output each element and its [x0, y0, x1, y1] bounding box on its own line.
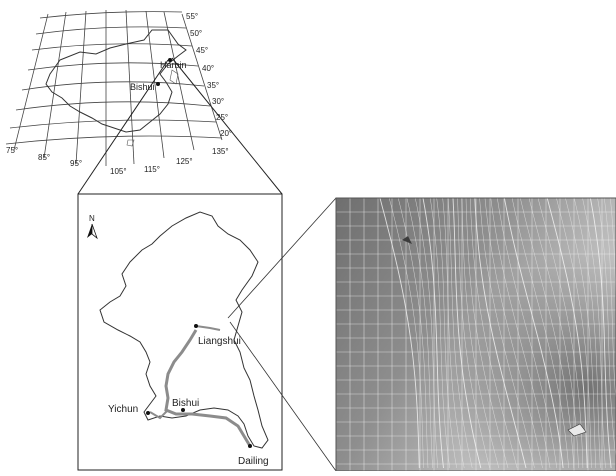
contour-line [610, 198, 616, 314]
contour-line [490, 198, 551, 469]
overview-place-harbin: Harbin [160, 60, 187, 70]
contour-line [537, 198, 584, 469]
lon-label-85: 85° [38, 153, 50, 162]
terrain-grid [336, 198, 616, 471]
lon-label-75: 75° [6, 146, 18, 155]
lon-label-125: 125° [176, 157, 193, 166]
contour-lines [379, 198, 616, 469]
contour-line [408, 198, 439, 469]
connector-regional-bottom [229, 321, 337, 472]
regional-map: N Liangshui Bishui Yichun Dailing [77, 193, 283, 471]
contour-line [589, 198, 612, 469]
river-west [149, 409, 169, 420]
korea-outline [169, 69, 179, 85]
china-outline [45, 29, 187, 133]
contour-line [429, 198, 457, 469]
contour-line [450, 198, 482, 469]
contour-line [394, 198, 429, 469]
contour-line [511, 198, 569, 469]
north-arrow-icon [87, 223, 98, 240]
contour-line [387, 198, 424, 469]
terrain-feature-top [402, 236, 412, 244]
place-label-dailing: Dailing [238, 456, 269, 467]
place-label-yichun: Yichun [108, 404, 138, 415]
contour-line [422, 198, 451, 469]
contour-line [479, 198, 535, 469]
contour-line [546, 198, 588, 469]
contour-line [503, 198, 564, 469]
liangshui-marker [194, 324, 198, 328]
contour-line [573, 198, 601, 469]
connector-regional-top [227, 197, 337, 319]
connector-overview-right [171, 57, 283, 195]
contour-line [436, 198, 465, 469]
contour-line [457, 198, 490, 469]
lon-label-105: 105° [110, 167, 127, 176]
hainan-outline [126, 139, 135, 147]
harbin-marker [168, 58, 172, 62]
contour-line [470, 198, 518, 469]
contour-line [556, 198, 592, 469]
contour-line [520, 198, 575, 469]
bishui-marker [156, 82, 160, 86]
overview-map: Harbin Bishui 55° 50° 45° 40° 35° 30° 25… [5, 9, 232, 176]
contour-line [582, 198, 606, 469]
lon-label-95: 95° [70, 159, 82, 168]
lat-label-25: 25° [216, 113, 228, 122]
place-label-liangshui: Liangshui [198, 336, 241, 347]
river-main [164, 329, 252, 447]
contour-line [528, 198, 579, 469]
bishui-regional-marker [181, 408, 185, 412]
watershed-boundary [99, 211, 269, 449]
overview-latitude-lines [5, 11, 223, 145]
lat-label-50: 50° [190, 29, 202, 38]
contour-line [474, 198, 527, 469]
lon-label-115: 115° [144, 165, 160, 174]
overview-longitude-lines [13, 9, 223, 166]
overview-place-bishui: Bishui [130, 82, 155, 92]
river-branch [195, 325, 221, 331]
contour-line [604, 198, 616, 404]
yichun-marker [146, 411, 150, 415]
terrain-panel [335, 197, 616, 472]
contour-line [443, 198, 473, 469]
contour-line [415, 198, 444, 469]
place-label-bishui: Bishui [172, 398, 199, 409]
contour-line [401, 198, 433, 469]
connector-overview-left [77, 59, 169, 195]
contour-line [461, 198, 500, 469]
lat-label-30: 30° [212, 97, 224, 106]
dailing-marker [248, 444, 252, 448]
lat-label-55: 55° [186, 12, 198, 21]
lat-label-40: 40° [202, 64, 214, 73]
lon-label-135: 135° [212, 147, 229, 156]
lat-label-45: 45° [196, 46, 208, 55]
terrain-feature-bottom [567, 423, 587, 437]
lat-label-35: 35° [207, 81, 219, 90]
north-label: N [89, 214, 95, 223]
contour-line [597, 198, 616, 460]
lat-label-20: 20° [220, 129, 232, 138]
contour-line [379, 198, 420, 469]
regional-map-frame [77, 193, 283, 471]
